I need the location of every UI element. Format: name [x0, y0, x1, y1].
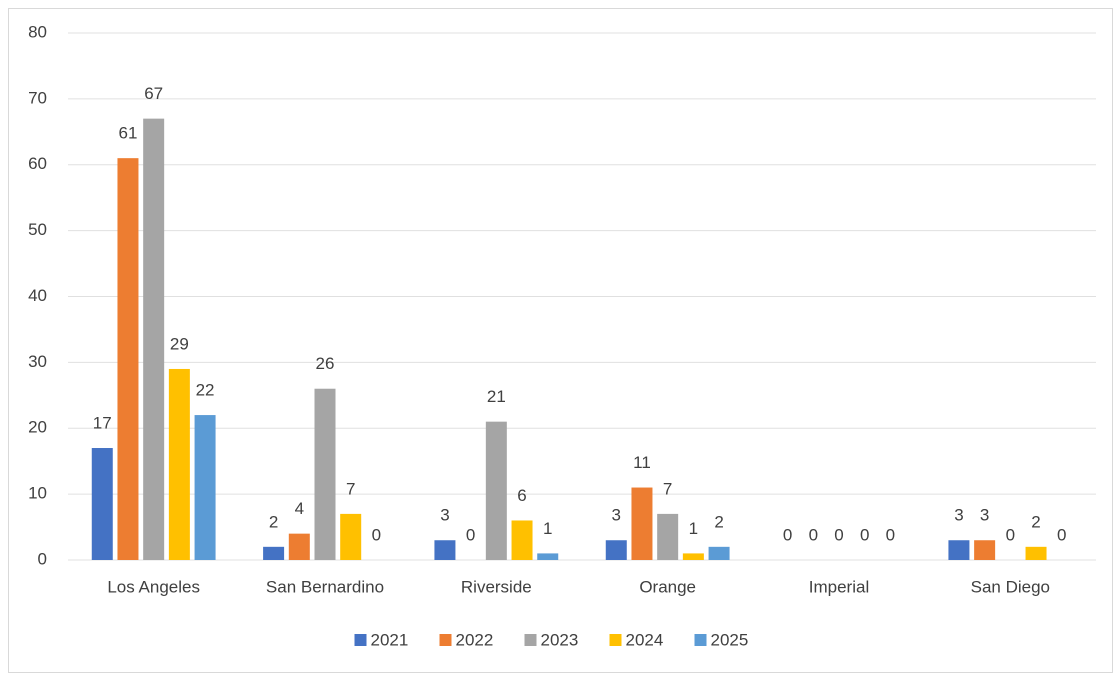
- bar: [340, 513, 362, 560]
- data-label: 67: [144, 84, 163, 103]
- data-label: 6: [517, 486, 526, 505]
- data-label: 29: [170, 334, 189, 353]
- y-tick-label: 20: [28, 418, 47, 437]
- data-label: 3: [612, 506, 621, 525]
- y-tick-label: 60: [28, 154, 47, 173]
- data-label: 4: [295, 499, 304, 518]
- bar: [434, 540, 456, 560]
- data-label: 61: [119, 124, 138, 143]
- data-label: 0: [886, 525, 895, 544]
- y-tick-label: 30: [28, 352, 47, 371]
- data-label: 17: [93, 413, 112, 432]
- legend-swatch: [694, 634, 707, 646]
- bar: [314, 388, 336, 560]
- legend-label: 2025: [711, 630, 749, 649]
- x-tick-label: Imperial: [809, 577, 869, 596]
- y-tick-label: 40: [28, 286, 47, 305]
- legend-swatch: [354, 634, 367, 646]
- legend-swatch: [439, 634, 452, 646]
- data-label: 0: [834, 525, 843, 544]
- bar: [948, 540, 970, 560]
- x-tick-label: San Bernardino: [266, 577, 384, 596]
- data-label: 11: [633, 453, 651, 472]
- data-label: 0: [809, 525, 818, 544]
- data-label: 1: [543, 519, 552, 538]
- data-label: 22: [196, 381, 215, 400]
- legend-label: 2021: [371, 630, 409, 649]
- bar: [143, 118, 165, 560]
- bar: [263, 546, 285, 560]
- data-label: 21: [487, 387, 506, 406]
- data-label: 1: [689, 519, 698, 538]
- bar: [1025, 546, 1047, 560]
- bar: [657, 513, 679, 560]
- data-label: 2: [714, 512, 723, 531]
- legend-label: 2024: [626, 630, 664, 649]
- data-label: 7: [663, 479, 672, 498]
- legend-swatch: [609, 634, 622, 646]
- data-label: 2: [1031, 512, 1040, 531]
- x-tick-label: Orange: [639, 577, 696, 596]
- data-label: 0: [372, 525, 381, 544]
- bar: [537, 553, 559, 560]
- data-label: 3: [980, 506, 989, 525]
- data-label: 2: [269, 512, 278, 531]
- bar: [91, 448, 113, 560]
- x-tick-label: Los Angeles: [107, 577, 200, 596]
- data-label: 0: [1006, 525, 1015, 544]
- legend-swatch: [524, 634, 537, 646]
- legend-label: 2022: [456, 630, 494, 649]
- data-label: 3: [954, 506, 963, 525]
- data-label: 0: [1057, 525, 1066, 544]
- bar: [511, 520, 533, 560]
- bar: [117, 158, 139, 560]
- bar: [485, 421, 507, 560]
- data-label: 3: [440, 506, 449, 525]
- data-label: 26: [316, 354, 335, 373]
- bar: [288, 533, 310, 560]
- bar: [631, 487, 653, 560]
- y-tick-label: 70: [28, 88, 47, 107]
- data-label: 0: [860, 525, 869, 544]
- bar: [194, 415, 216, 560]
- x-tick-label: Riverside: [461, 577, 532, 596]
- y-tick-label: 10: [28, 484, 47, 503]
- bar: [708, 546, 730, 560]
- x-tick-label: San Diego: [971, 577, 1050, 596]
- data-label: 0: [466, 525, 475, 544]
- bar: [974, 540, 996, 560]
- bar: [682, 553, 704, 560]
- data-label: 0: [783, 525, 792, 544]
- bar: [605, 540, 627, 560]
- data-label: 7: [346, 479, 355, 498]
- y-tick-label: 0: [38, 549, 47, 568]
- chart-border: [8, 8, 1113, 673]
- y-tick-label: 80: [28, 22, 47, 41]
- y-tick-label: 50: [28, 220, 47, 239]
- legend-label: 2023: [541, 630, 579, 649]
- bar: [168, 368, 190, 560]
